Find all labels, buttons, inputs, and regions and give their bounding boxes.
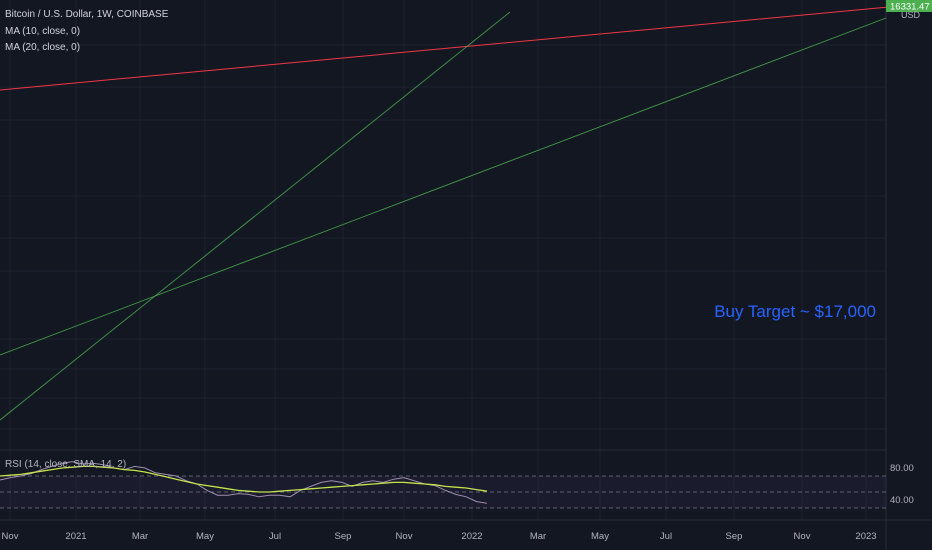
time-tick: Sep [335, 531, 352, 542]
time-axis[interactable]: Nov 2021 Mar May Jul Sep Nov 2022 Mar May Jul Sep No… [2, 531, 877, 542]
steep-support-trendline [0, 11, 511, 421]
time-tick: Jul [660, 531, 672, 542]
price-tags: 61946.9158972.7056967.5040000.0035576.54… [886, 0, 932, 13]
time-tick: Mar [530, 531, 546, 542]
time-tick: Nov [2, 531, 19, 542]
time-tick: May [591, 531, 609, 542]
time-tick: May [196, 531, 214, 542]
currency-label: USD [901, 10, 921, 20]
rsi-legend[interactable]: RSI (14, close, SMA, 14, 2) [5, 459, 127, 470]
time-tick: Mar [132, 531, 148, 542]
price-tag [886, 0, 932, 12]
ma20-legend[interactable]: MA (20, close, 0) [5, 42, 81, 53]
buy-target-annotation: Buy Target ~ $17,000 [714, 302, 876, 321]
resistance-trendline [0, 2, 932, 91]
time-tick: Jul [269, 531, 281, 542]
time-tick: 2022 [461, 531, 482, 542]
time-tick: 2023 [855, 531, 876, 542]
trendlines [0, 2, 932, 421]
rsi-tick: 80.00 [890, 463, 914, 474]
price-axis[interactable]: 65000.0053000.0045000.0031500.0025500.00… [890, 0, 930, 506]
time-tick: Nov [794, 531, 811, 542]
ma10-legend[interactable]: MA (10, close, 0) [5, 26, 81, 37]
time-tick: Nov [396, 531, 413, 542]
rsi-line [0, 461, 487, 504]
time-tick: 2021 [65, 531, 86, 542]
price-tag-label: 16331.47 [890, 2, 930, 13]
rsi-tick: 40.00 [890, 495, 914, 506]
rsi-panel [0, 461, 886, 509]
time-tick: Sep [726, 531, 743, 542]
long-support-trendline [0, 17, 887, 356]
symbol-title[interactable]: Bitcoin / U.S. Dollar, 1W, COINBASE [5, 9, 169, 20]
rsi-sma-line [0, 465, 487, 493]
